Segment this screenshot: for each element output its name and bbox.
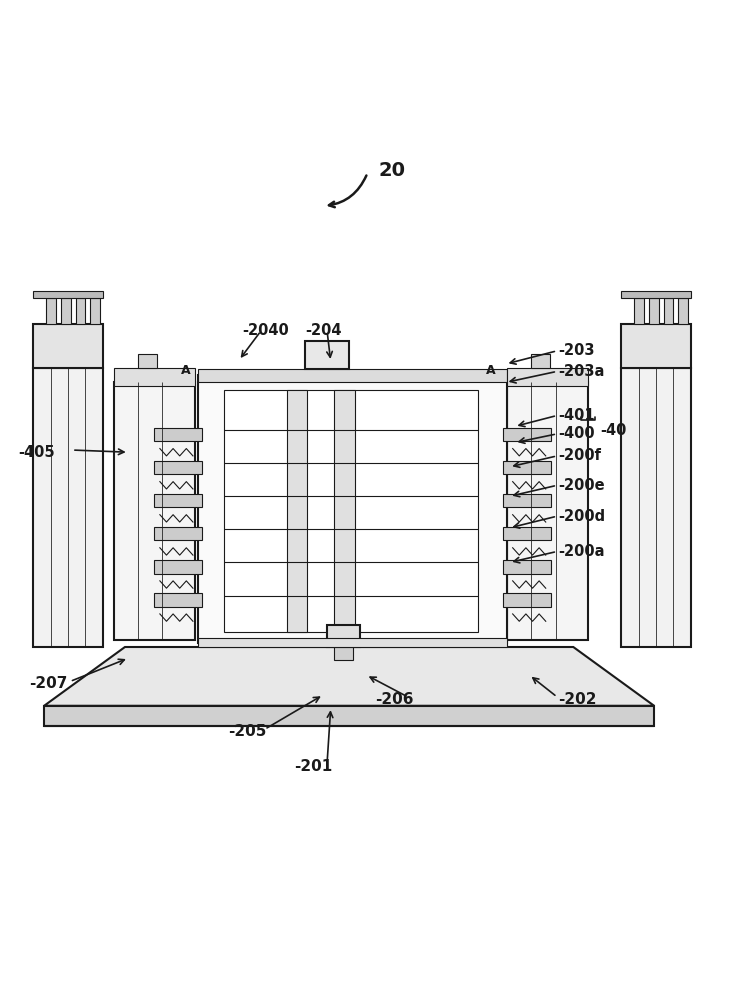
Text: -401: -401 bbox=[559, 408, 595, 423]
Bar bbox=[154, 494, 202, 507]
Bar bbox=[503, 593, 551, 607]
Bar bbox=[327, 625, 360, 647]
Bar bbox=[76, 298, 85, 324]
Bar bbox=[198, 638, 507, 647]
Bar bbox=[33, 368, 103, 647]
Text: -200d: -200d bbox=[559, 509, 606, 524]
Bar bbox=[154, 593, 202, 607]
Bar bbox=[531, 354, 550, 368]
Polygon shape bbox=[44, 647, 654, 706]
Text: -200e: -200e bbox=[559, 478, 605, 493]
Bar bbox=[503, 461, 551, 474]
Bar bbox=[90, 298, 100, 324]
Bar bbox=[46, 298, 56, 324]
Bar bbox=[198, 375, 507, 643]
Bar bbox=[503, 527, 551, 540]
Bar bbox=[114, 382, 195, 640]
Text: -202: -202 bbox=[559, 692, 597, 707]
Bar bbox=[154, 527, 202, 540]
Bar bbox=[503, 428, 551, 441]
Bar bbox=[621, 368, 691, 647]
Text: A: A bbox=[486, 364, 496, 377]
Bar bbox=[507, 368, 588, 386]
Text: -200a: -200a bbox=[559, 544, 605, 559]
Text: -405: -405 bbox=[18, 445, 55, 460]
Bar bbox=[664, 298, 673, 324]
Bar bbox=[154, 428, 202, 441]
Text: -400: -400 bbox=[559, 426, 595, 441]
Text: -205: -205 bbox=[228, 724, 266, 739]
Bar bbox=[287, 390, 307, 632]
Text: -200f: -200f bbox=[559, 448, 602, 463]
Bar bbox=[503, 560, 551, 574]
Text: -203a: -203a bbox=[559, 364, 605, 379]
Text: -207: -207 bbox=[29, 676, 68, 691]
Text: A: A bbox=[181, 364, 191, 377]
Text: -203: -203 bbox=[559, 343, 595, 358]
Bar bbox=[33, 291, 103, 298]
Text: -201: -201 bbox=[294, 759, 332, 774]
Bar bbox=[634, 298, 644, 324]
Bar bbox=[154, 461, 202, 474]
Bar bbox=[305, 341, 349, 369]
Bar bbox=[649, 298, 659, 324]
Bar bbox=[678, 298, 688, 324]
Bar bbox=[198, 369, 507, 382]
Bar bbox=[621, 324, 691, 368]
Bar bbox=[507, 382, 588, 640]
Bar bbox=[33, 324, 103, 368]
Text: -40: -40 bbox=[600, 423, 626, 438]
Bar bbox=[114, 368, 195, 386]
Bar bbox=[154, 560, 202, 574]
Text: 20: 20 bbox=[379, 161, 406, 180]
Bar bbox=[224, 390, 478, 632]
Bar bbox=[138, 354, 157, 368]
Text: -206: -206 bbox=[375, 692, 413, 707]
Bar bbox=[61, 298, 71, 324]
Bar bbox=[621, 291, 691, 298]
Text: -204: -204 bbox=[305, 323, 342, 338]
Bar bbox=[334, 390, 355, 632]
Bar bbox=[334, 647, 353, 660]
Bar bbox=[503, 494, 551, 507]
Polygon shape bbox=[44, 706, 654, 726]
Text: -2040: -2040 bbox=[243, 323, 290, 338]
